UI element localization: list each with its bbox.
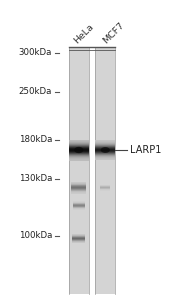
Bar: [95, 153, 116, 154]
Bar: [69, 140, 89, 141]
Bar: [69, 46, 89, 294]
Bar: [95, 156, 116, 157]
Bar: [71, 187, 86, 188]
Bar: [69, 142, 89, 143]
Text: 250kDa: 250kDa: [19, 87, 52, 96]
Bar: [95, 152, 116, 153]
Bar: [69, 151, 89, 152]
Bar: [69, 141, 89, 142]
Bar: [95, 158, 116, 159]
Text: 130kDa: 130kDa: [19, 174, 52, 183]
Bar: [69, 159, 89, 160]
Bar: [69, 146, 89, 147]
Bar: [71, 193, 86, 194]
Bar: [71, 189, 86, 190]
Bar: [69, 145, 89, 146]
Bar: [95, 159, 116, 160]
Bar: [71, 191, 86, 192]
Ellipse shape: [101, 147, 110, 153]
Text: HeLa: HeLa: [72, 22, 96, 45]
Bar: [69, 143, 89, 144]
Bar: [95, 146, 116, 147]
Text: 300kDa: 300kDa: [19, 48, 52, 57]
Bar: [69, 149, 89, 150]
Bar: [95, 143, 116, 144]
Bar: [69, 147, 89, 148]
Bar: [69, 159, 89, 160]
Bar: [95, 150, 116, 151]
Bar: [95, 151, 116, 152]
Bar: [89, 46, 95, 294]
Bar: [69, 153, 89, 154]
Text: MCF7: MCF7: [101, 20, 125, 45]
Bar: [95, 149, 116, 150]
Bar: [95, 148, 116, 149]
Bar: [69, 46, 116, 294]
Bar: [69, 157, 89, 158]
Bar: [69, 155, 89, 156]
Bar: [95, 142, 116, 143]
Bar: [71, 186, 86, 187]
Bar: [71, 184, 86, 185]
Bar: [95, 155, 116, 156]
Bar: [95, 140, 116, 141]
Bar: [69, 157, 89, 158]
Bar: [95, 145, 116, 146]
Bar: [69, 140, 89, 141]
Bar: [71, 183, 86, 184]
Bar: [95, 157, 116, 158]
Bar: [69, 150, 89, 151]
Bar: [71, 185, 86, 186]
Bar: [95, 147, 116, 148]
Ellipse shape: [74, 147, 83, 153]
Text: LARP1: LARP1: [130, 145, 161, 155]
Bar: [69, 144, 89, 145]
Bar: [95, 46, 116, 294]
Bar: [69, 156, 89, 157]
Text: 100kDa: 100kDa: [19, 231, 52, 240]
Bar: [95, 141, 116, 142]
Bar: [69, 154, 89, 155]
Bar: [95, 144, 116, 145]
Bar: [69, 148, 89, 149]
Bar: [69, 152, 89, 153]
Bar: [71, 190, 86, 191]
Bar: [69, 158, 89, 159]
Bar: [71, 188, 86, 189]
Bar: [71, 182, 86, 183]
Bar: [95, 154, 116, 155]
Text: 180kDa: 180kDa: [19, 135, 52, 144]
Bar: [71, 192, 86, 193]
